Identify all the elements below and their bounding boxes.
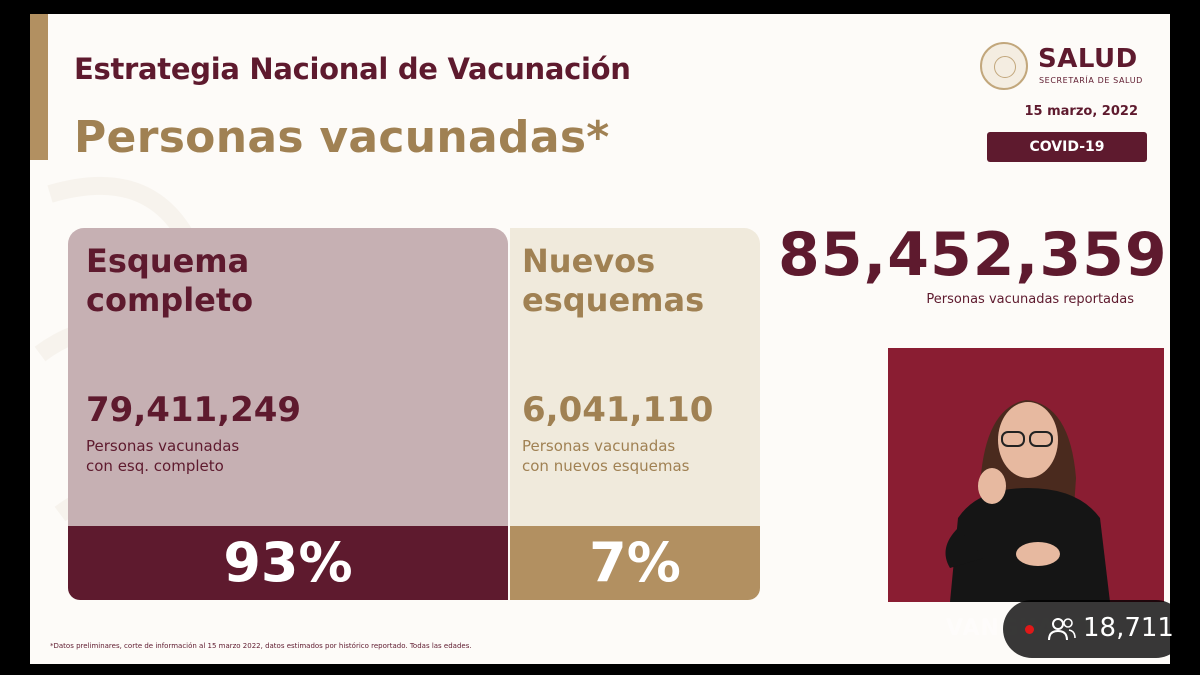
- viewer-count: 18,711: [1083, 613, 1174, 643]
- viewer-count-badge: 18,711: [1003, 600, 1185, 658]
- total-vaccinated-value: 85,452,359: [778, 220, 1168, 290]
- complete-scheme-desc: Personas vacunadas con esq. completo: [86, 436, 239, 476]
- complete-scheme-percent: 93%: [68, 526, 508, 600]
- covid-badge: COVID-19: [987, 132, 1147, 162]
- new-scheme-panel: [510, 228, 760, 528]
- logo-tagline: SECRETARÍA DE SALUD: [1039, 76, 1143, 85]
- interpreter-figure: [945, 400, 1110, 602]
- footnote: *Datos preliminares, corte de informació…: [50, 642, 472, 650]
- new-scheme-value: 6,041,110: [522, 390, 714, 430]
- slide: Estrategia Nacional de Vacunación Person…: [30, 14, 1170, 664]
- new-scheme-percent: 7%: [510, 526, 760, 600]
- live-dot-icon: [1025, 625, 1034, 634]
- logo-name: SALUD: [1038, 44, 1138, 74]
- new-heading-line2: esquemas: [522, 281, 705, 319]
- new-scheme-heading: Nuevos esquemas: [522, 242, 704, 320]
- new-scheme-desc: Personas vacunadas con nuevos esquemas: [522, 436, 690, 476]
- salud-logo: SALUD SECRETARÍA DE SALUD: [980, 42, 1158, 94]
- complete-desc-line1: Personas vacunadas: [86, 437, 240, 455]
- new-desc-line1: Personas vacunadas: [522, 437, 676, 455]
- header-title: Estrategia Nacional de Vacunación: [74, 52, 631, 86]
- complete-scheme-value: 79,411,249: [86, 390, 302, 430]
- complete-scheme-heading: Esquema completo: [86, 242, 253, 320]
- report-date: 15 marzo, 2022: [1024, 104, 1139, 119]
- complete-heading-line1: Esquema: [86, 242, 250, 280]
- total-vaccinated-caption: Personas vacunadas reportadas: [926, 292, 1134, 307]
- complete-scheme-panel: [68, 228, 508, 528]
- complete-heading-line2: completo: [86, 281, 254, 319]
- complete-desc-line2: con esq. completo: [86, 457, 224, 475]
- page-title: Personas vacunadas*: [74, 112, 610, 163]
- accent-bar: [30, 14, 48, 160]
- sign-language-interpreter-video: [888, 348, 1164, 602]
- new-desc-line2: con nuevos esquemas: [522, 457, 690, 475]
- coat-of-arms-icon: [980, 42, 1028, 90]
- new-heading-line1: Nuevos: [522, 242, 656, 280]
- viewers-icon: [1048, 618, 1076, 641]
